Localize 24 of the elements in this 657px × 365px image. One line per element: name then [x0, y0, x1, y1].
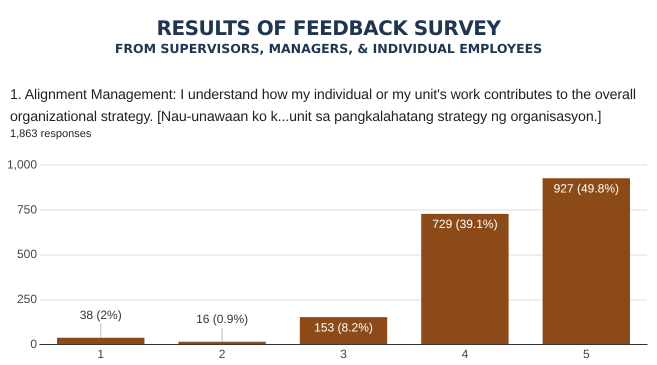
bar	[57, 338, 144, 344]
x-tick-label: 3	[340, 347, 348, 362]
x-tick-label: 2	[218, 347, 226, 362]
bar	[421, 214, 509, 344]
y-tick-label: 750	[17, 202, 38, 216]
bar	[542, 178, 630, 344]
chart-subtitle: FROM SUPERVISORS, MANAGERS, & INDIVIDUAL EMPLOYEES	[114, 41, 544, 56]
chart-title: RESULTS OF FEEDBACK SURVEY	[156, 16, 502, 40]
y-tick-label: 500	[17, 247, 38, 262]
data-label: 927 (49.8%)	[554, 182, 619, 196]
y-tick-label: 0	[30, 336, 38, 351]
x-tick-label: 5	[582, 347, 590, 362]
y-tick-label: 1,000	[7, 158, 38, 172]
text: 1,863 responses	[10, 128, 92, 140]
data-label: 729 (39.1%)	[432, 217, 498, 232]
x-tick-label: 4	[462, 347, 469, 362]
y-tick-label: 250	[17, 292, 38, 306]
x-tick-label: 1	[97, 347, 104, 362]
text: 1. Alignment Management: I understand how my individual or my unit's work contributes to the overall organizational strategy. [Nau-unawaan ko k...unit sa pangkalahatang strategy ng organisasyon.]	[10, 86, 637, 127]
bar	[178, 342, 266, 344]
data-label: 153 (8.2%)	[314, 320, 373, 334]
bar	[300, 317, 388, 344]
data-label: 38 (2%)	[80, 308, 122, 322]
data-label: 16 (0.9%)	[196, 312, 248, 326]
